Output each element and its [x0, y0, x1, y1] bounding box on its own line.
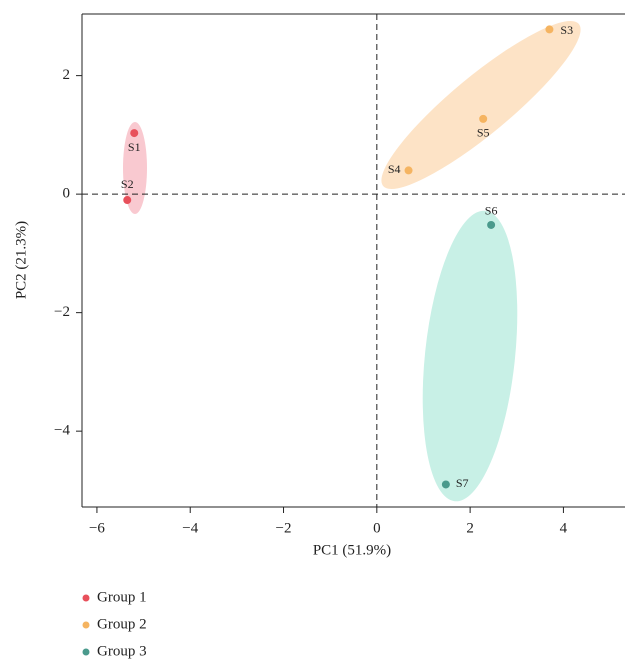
legend-marker — [82, 648, 90, 656]
x-tick-label: 4 — [560, 520, 568, 536]
point — [123, 196, 132, 205]
point-label: S2 — [121, 177, 134, 191]
group-ellipse — [123, 122, 147, 214]
point-label: S5 — [477, 126, 490, 140]
x-tick-label: −6 — [89, 520, 105, 536]
x-tick-label: −2 — [276, 520, 292, 536]
point-label: S3 — [560, 23, 573, 37]
x-axis-label: PC1 (51.9%) — [313, 542, 391, 558]
point — [479, 114, 488, 123]
x-tick-label: 2 — [466, 520, 474, 536]
y-tick-label: −2 — [54, 304, 70, 320]
x-tick-label: −4 — [182, 520, 198, 536]
group-ellipse — [422, 210, 518, 502]
point — [404, 166, 413, 175]
point-label: S4 — [388, 162, 401, 176]
y-tick-label: 2 — [63, 67, 71, 83]
legend-label: Group 3 — [97, 643, 147, 659]
legend-marker — [82, 594, 90, 602]
y-tick-label: −4 — [54, 423, 70, 439]
legend-marker — [82, 621, 90, 629]
point-label: S1 — [128, 140, 141, 154]
x-tick-label: 0 — [373, 520, 381, 536]
point-label: S7 — [456, 476, 469, 490]
legend-label: Group 1 — [97, 589, 147, 605]
group-ellipse — [381, 21, 581, 189]
point — [441, 480, 450, 489]
legend-label: Group 2 — [97, 616, 147, 632]
point — [130, 129, 139, 138]
y-tick-label: 0 — [63, 186, 71, 202]
y-axis-label: PC2 (21.3%) — [13, 221, 29, 299]
point — [545, 25, 554, 34]
point — [487, 220, 496, 229]
point-label: S6 — [485, 204, 498, 218]
